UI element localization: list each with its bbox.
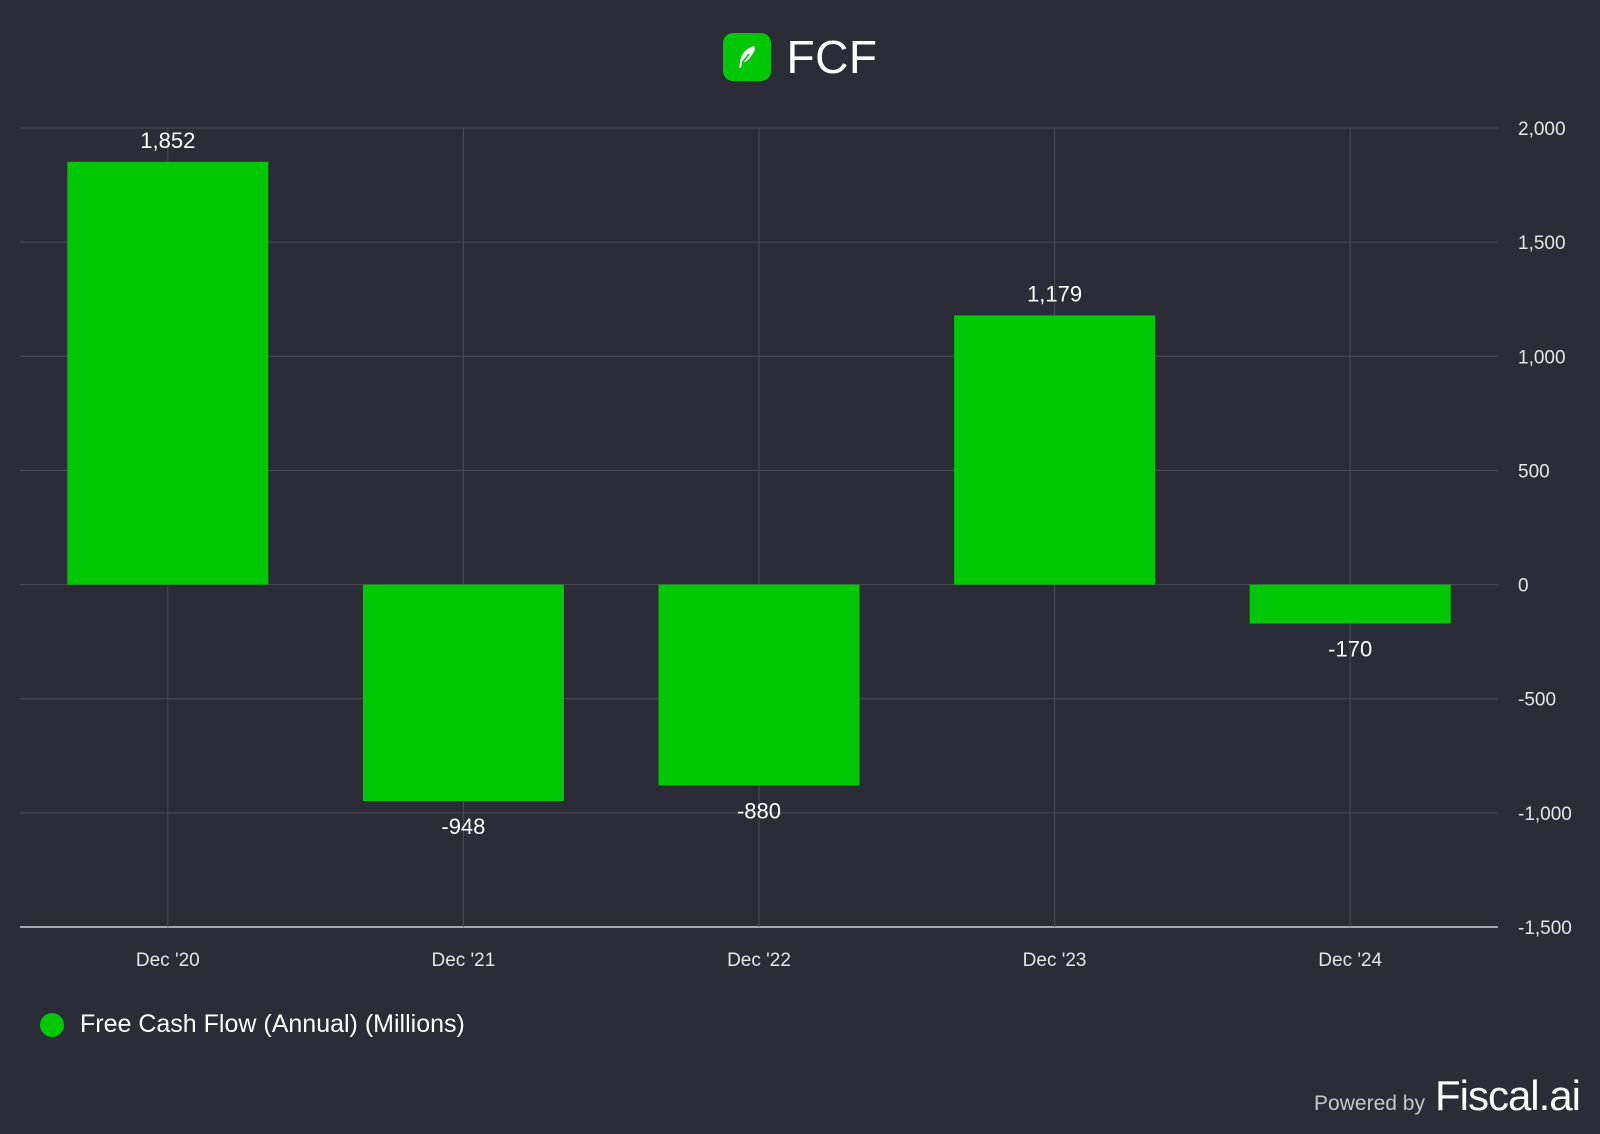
- x-tick-label: Dec '24: [1318, 950, 1382, 971]
- y-tick-label: 0: [1518, 576, 1529, 597]
- bar-chart: 2,000 1,500 1,000 500 0 -500 -1,000 -1,500 Dec '…: [20, 119, 1572, 971]
- x-tick-label: Dec '22: [727, 950, 791, 971]
- data-label: 1,852: [140, 128, 195, 153]
- y-tick-label: -1,500: [1518, 918, 1572, 939]
- legend-swatch: [40, 1012, 64, 1037]
- data-label: -170: [1328, 636, 1372, 661]
- legend[interactable]: Free Cash Flow (Annual) (Millions): [40, 1010, 465, 1039]
- footer-branding: Powered by Fiscal.ai: [1314, 1072, 1581, 1120]
- bar: [67, 161, 269, 585]
- chart-title: FCF: [786, 31, 878, 83]
- bar: [1249, 584, 1451, 624]
- x-tick-label: Dec '23: [1023, 950, 1087, 971]
- powered-by-text: Powered by: [1314, 1092, 1425, 1115]
- bar: [954, 315, 1156, 585]
- feather-icon: [722, 33, 771, 81]
- y-tick-label: 500: [1518, 461, 1550, 482]
- y-tick-label: 1,500: [1518, 233, 1566, 254]
- legend-label: Free Cash Flow (Annual) (Millions): [80, 1010, 465, 1038]
- y-tick-label: -500: [1518, 690, 1556, 711]
- bar: [658, 584, 860, 786]
- data-label: -880: [737, 798, 781, 823]
- y-tick-label: 1,000: [1518, 347, 1566, 368]
- y-tick-label: -1,000: [1518, 804, 1572, 825]
- x-tick-label: Dec '20: [136, 950, 200, 971]
- brand-logo-text: Fiscal.ai: [1434, 1072, 1581, 1119]
- data-label: -948: [441, 814, 485, 839]
- x-tick-label: Dec '21: [431, 950, 495, 971]
- data-label: 1,179: [1027, 281, 1082, 306]
- bar: [362, 584, 564, 801]
- chart-header: FCF: [0, 30, 1600, 84]
- y-tick-label: 2,000: [1518, 119, 1566, 140]
